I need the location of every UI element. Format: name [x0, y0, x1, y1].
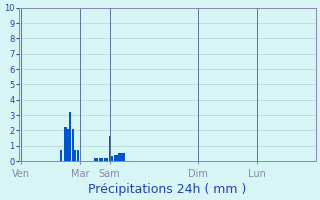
- X-axis label: Précipitations 24h ( mm ): Précipitations 24h ( mm ): [88, 183, 246, 196]
- Bar: [60, 150, 62, 161]
- Bar: [72, 129, 74, 161]
- Bar: [114, 155, 116, 161]
- Bar: [69, 112, 71, 161]
- Bar: [108, 136, 111, 161]
- Bar: [99, 158, 101, 161]
- Bar: [106, 158, 108, 161]
- Bar: [118, 153, 121, 161]
- Bar: [74, 150, 76, 161]
- Bar: [121, 153, 123, 161]
- Bar: [67, 129, 69, 161]
- Bar: [123, 153, 125, 161]
- Bar: [116, 155, 118, 161]
- Bar: [94, 158, 96, 161]
- Bar: [77, 150, 79, 161]
- Bar: [111, 156, 113, 161]
- Bar: [96, 158, 99, 161]
- Bar: [101, 158, 103, 161]
- Bar: [104, 158, 106, 161]
- Bar: [64, 127, 67, 161]
